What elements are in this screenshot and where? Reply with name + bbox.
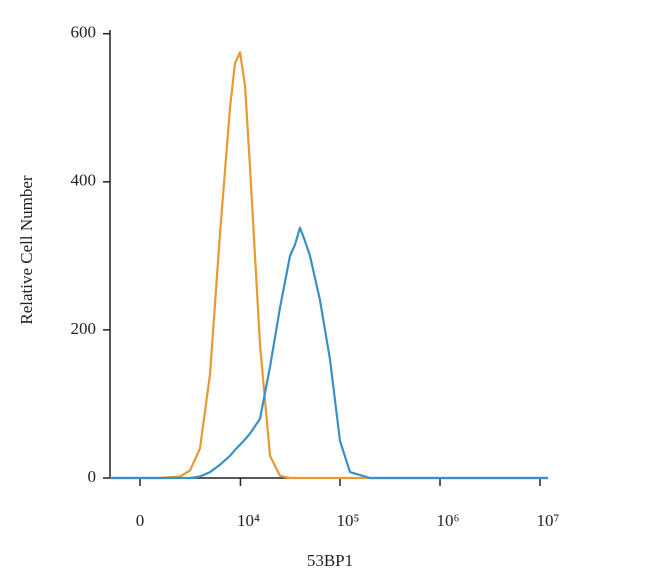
x-tick-label: 10⁴	[237, 511, 260, 530]
y-axis-label: Relative Cell Number	[17, 175, 36, 325]
x-axis-label: 53BP1	[307, 551, 353, 570]
x-tick-label: 10⁷	[537, 511, 560, 530]
series-line	[110, 51, 548, 480]
y-tick-label: 600	[71, 23, 97, 42]
x-tick-label: 0	[136, 511, 145, 530]
y-tick-label: 200	[71, 319, 97, 338]
x-tick-label: 10⁵	[337, 511, 360, 530]
series-line	[110, 226, 548, 480]
y-tick-label: 0	[88, 467, 97, 486]
x-tick-label: 10⁶	[437, 511, 460, 530]
y-tick-label: 400	[71, 171, 97, 190]
